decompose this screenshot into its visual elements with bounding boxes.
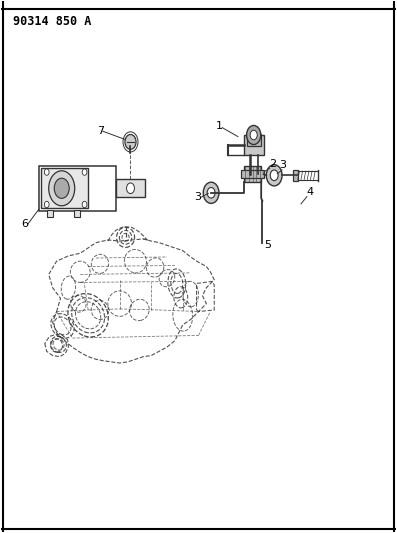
Bar	[39, 166, 116, 211]
Text: 90314 850 A: 90314 850 A	[13, 14, 92, 28]
Circle shape	[44, 169, 49, 175]
Circle shape	[125, 134, 136, 149]
Circle shape	[203, 182, 219, 204]
Circle shape	[49, 171, 75, 206]
Text: 3: 3	[279, 160, 286, 171]
Bar	[74, 210, 80, 217]
Bar	[247, 134, 261, 146]
Bar	[244, 166, 261, 182]
Circle shape	[44, 201, 49, 208]
Circle shape	[247, 125, 261, 144]
Bar	[116, 179, 145, 197]
Bar	[241, 170, 264, 179]
Bar	[244, 135, 264, 155]
Circle shape	[207, 188, 215, 198]
Circle shape	[270, 170, 278, 181]
Text: 1: 1	[216, 120, 223, 131]
Text: 7: 7	[97, 126, 104, 136]
Bar	[41, 168, 89, 208]
Text: 4: 4	[307, 187, 314, 197]
Text: 5: 5	[264, 240, 271, 251]
Circle shape	[266, 165, 282, 186]
Circle shape	[127, 183, 135, 193]
Text: 6: 6	[21, 219, 28, 229]
Bar	[47, 210, 53, 217]
Text: 3: 3	[195, 192, 202, 202]
Circle shape	[82, 169, 87, 175]
Circle shape	[82, 201, 87, 208]
Bar	[293, 170, 298, 181]
Circle shape	[54, 178, 69, 198]
Text: 2: 2	[270, 159, 277, 169]
Circle shape	[250, 130, 257, 140]
